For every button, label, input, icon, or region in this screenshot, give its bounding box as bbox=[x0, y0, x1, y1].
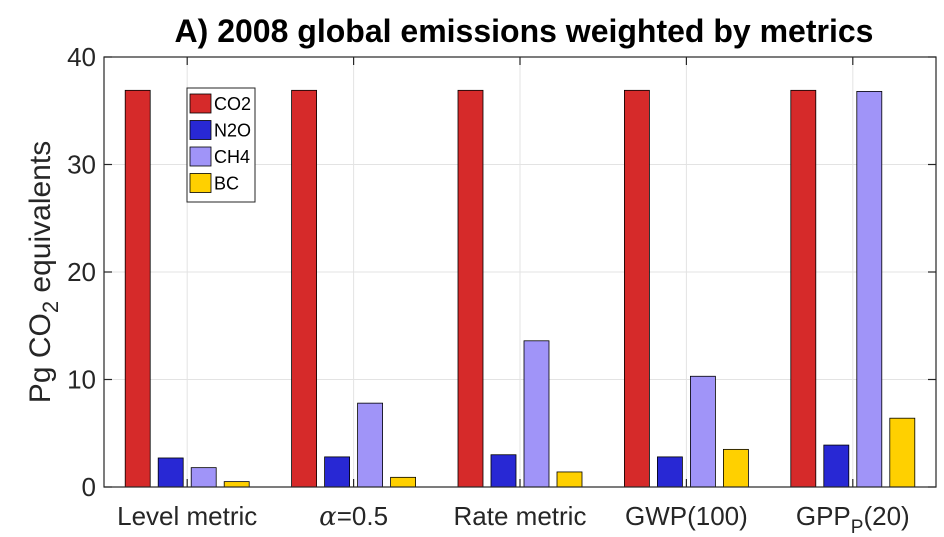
bar-n2o-0 bbox=[157, 457, 184, 488]
bar-ch4-0 bbox=[190, 467, 217, 488]
legend-label-co2: CO2 bbox=[214, 94, 251, 114]
bar-co2-2 bbox=[457, 89, 484, 488]
x-tick-label-0: Level metric bbox=[117, 501, 257, 531]
bar-co2-3 bbox=[624, 89, 650, 488]
bar-n2o-3 bbox=[657, 456, 683, 488]
legend-swatch-bc bbox=[189, 173, 212, 193]
bar-n2o-1 bbox=[324, 456, 351, 488]
bar-bc-0 bbox=[223, 481, 250, 488]
y-axis-label: Pg CO2 equivalents bbox=[24, 141, 63, 403]
chart-title: A) 2008 global emissions weighted by met… bbox=[175, 13, 874, 49]
bar-n2o-2 bbox=[490, 454, 517, 488]
bars-group bbox=[124, 89, 916, 488]
x-axis-ticks: Level metric α=0.5 Rate metric GWP(100) GPPP… bbox=[117, 57, 910, 537]
y-axis-label-subscript: 2 bbox=[38, 301, 63, 313]
bar-co2-4 bbox=[790, 89, 817, 488]
x-tick-label-1: α=0.5 bbox=[319, 501, 388, 532]
bar-co2-1 bbox=[291, 89, 318, 488]
bar-bc-4 bbox=[889, 417, 916, 488]
x-tick-label-4: GPPP(20) bbox=[796, 501, 910, 537]
bar-bc-1 bbox=[390, 476, 417, 488]
bar-bc-3 bbox=[723, 448, 749, 488]
legend-label-n2o: N2O bbox=[214, 121, 251, 141]
legend-swatch-co2 bbox=[189, 93, 212, 114]
y-axis-label-main: Pg CO bbox=[24, 313, 57, 403]
bar-co2-0 bbox=[124, 89, 151, 488]
bar-bc-2 bbox=[556, 471, 583, 488]
y-tick-label: 0 bbox=[82, 472, 96, 502]
legend-swatch-ch4 bbox=[189, 146, 212, 167]
bar-ch4-2 bbox=[523, 340, 550, 488]
bar-ch4-1 bbox=[357, 402, 384, 488]
bar-ch4-3 bbox=[690, 375, 716, 488]
y-axis-label-suffix: equivalents bbox=[24, 141, 57, 301]
y-axis-ticks: 0 10 20 30 40 bbox=[67, 42, 936, 502]
y-tick-label: 40 bbox=[67, 42, 96, 72]
y-tick-label: 10 bbox=[67, 365, 96, 395]
legend-label-ch4: CH4 bbox=[214, 147, 250, 167]
y-tick-label: 20 bbox=[67, 257, 96, 287]
legend-swatch-n2o bbox=[189, 120, 212, 140]
y-tick-label: 30 bbox=[67, 150, 96, 180]
legend-label-bc: BC bbox=[214, 174, 239, 194]
x-tick-label-3: GWP(100) bbox=[625, 501, 748, 531]
bar-n2o-4 bbox=[823, 444, 850, 488]
bar-ch4-4 bbox=[856, 91, 883, 488]
legend: CO2 N2O CH4 BC bbox=[186, 87, 256, 203]
x-tick-label-2: Rate metric bbox=[454, 501, 587, 531]
